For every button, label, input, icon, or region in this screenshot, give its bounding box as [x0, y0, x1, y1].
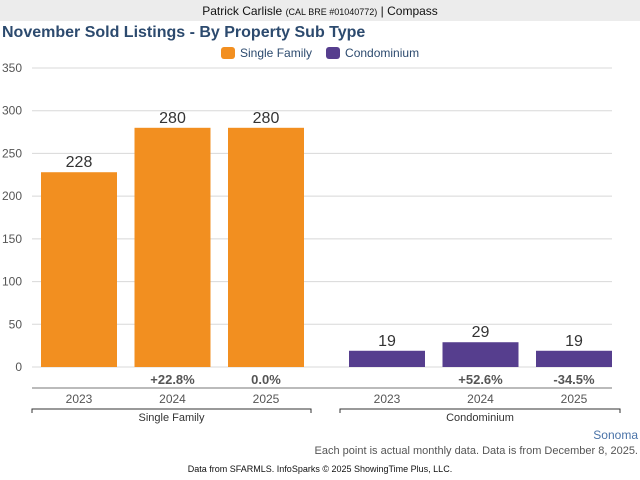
y-axis: 0 50 100 150 200 250 300 350 — [2, 61, 22, 374]
y-tick-label: 100 — [2, 275, 22, 289]
bar-chart: 0 50 100 150 200 250 300 350 228 280 280 19 29 19 20… — [2, 61, 621, 424]
legend-swatch-condominium — [326, 47, 341, 59]
y-tick-label: 0 — [15, 360, 22, 374]
change-label: -34.5% — [553, 372, 595, 387]
chart-title: November Sold Listings - By Property Sub… — [2, 24, 366, 41]
bars: 228 280 280 19 29 19 — [41, 110, 612, 367]
group-label-condominium: Condominium — [446, 412, 514, 424]
y-tick-label: 350 — [2, 61, 22, 75]
agent-name: Patrick Carlisle — [202, 4, 283, 18]
x-tick-label: 2025 — [561, 392, 588, 406]
agent-license: (CAL BRE #01040772) — [285, 7, 378, 17]
x-tick-label: 2025 — [253, 392, 280, 406]
legend-label-condominium: Condominium — [345, 46, 420, 60]
gridlines — [32, 67, 612, 368]
y-tick-label: 300 — [2, 104, 22, 118]
x-axis: 2023 +22.8% 2024 0.0% 2025 Single Family 2023 +… — [31, 372, 621, 424]
legend-swatch-single-family — [221, 47, 235, 59]
y-tick-label: 50 — [9, 317, 23, 331]
region-label: Sonoma — [593, 428, 638, 442]
change-label: +22.8% — [150, 372, 195, 387]
agent-company: Compass — [387, 4, 438, 18]
y-tick-label: 250 — [2, 146, 22, 160]
bar-value-label: 29 — [472, 324, 490, 341]
bar-single-family-2025[interactable] — [228, 127, 304, 367]
change-label: 0.0% — [251, 372, 281, 387]
data-credit: Data from SFARMLS. InfoSparks © 2025 Sho… — [187, 464, 453, 474]
legend-item-single-family[interactable]: Single Family — [221, 46, 312, 60]
bar-condominium-2025[interactable] — [536, 350, 612, 367]
bar-single-family-2024[interactable] — [134, 127, 211, 367]
bar-condominium-2023[interactable] — [349, 350, 425, 367]
bar-single-family-2023[interactable] — [41, 172, 117, 367]
bar-value-label: 19 — [565, 333, 583, 350]
x-tick-label: 2023 — [66, 392, 93, 406]
y-tick-label: 200 — [2, 189, 22, 203]
header-separator: | — [380, 4, 384, 18]
bar-value-label: 19 — [378, 333, 396, 350]
legend-label-single-family: Single Family — [240, 46, 313, 60]
x-tick-label: 2024 — [467, 392, 494, 406]
group-bracket — [339, 408, 621, 413]
legend-item-condominium[interactable]: Condominium — [326, 46, 419, 60]
data-note: Each point is actual monthly data. Data … — [314, 445, 638, 457]
group-bracket — [31, 408, 312, 413]
change-label: +52.6% — [458, 372, 503, 387]
x-tick-label: 2023 — [374, 392, 401, 406]
y-tick-label: 150 — [2, 232, 22, 246]
agent-header: Patrick Carlisle (CAL BRE #01040772) | C… — [0, 0, 640, 21]
bar-condominium-2024[interactable] — [442, 342, 519, 367]
bar-value-label: 228 — [66, 154, 93, 171]
x-tick-label: 2024 — [159, 392, 186, 406]
group-label-single-family: Single Family — [138, 412, 205, 424]
bar-value-label: 280 — [253, 110, 280, 127]
bar-value-label: 280 — [159, 110, 186, 127]
chart-legend: Single Family Condominium — [221, 46, 433, 60]
